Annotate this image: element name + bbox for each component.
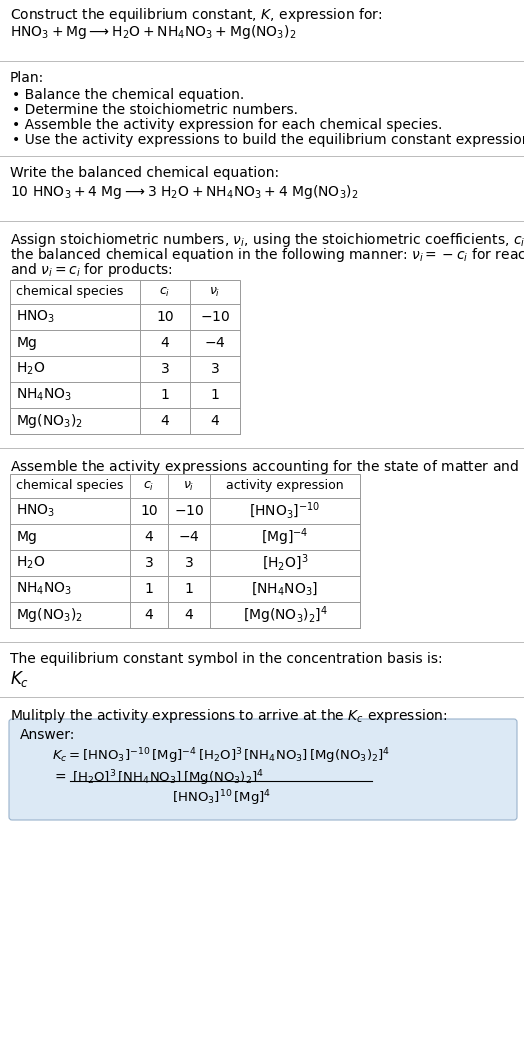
Text: $-4$: $-4$ (204, 336, 226, 350)
Text: Assign stoichiometric numbers, $\nu_i$, using the stoichiometric coefficients, $: Assign stoichiometric numbers, $\nu_i$, … (10, 231, 524, 249)
Text: the balanced chemical equation in the following manner: $\nu_i = -c_i$ for react: the balanced chemical equation in the fo… (10, 246, 524, 264)
Text: 3: 3 (161, 362, 169, 376)
Text: • Assemble the activity expression for each chemical species.: • Assemble the activity expression for e… (12, 118, 442, 132)
Text: $\mathrm{Mg}$: $\mathrm{Mg}$ (16, 529, 38, 545)
Text: Assemble the activity expressions accounting for the state of matter and $\nu_i$: Assemble the activity expressions accoun… (10, 458, 524, 476)
Text: $K_c$: $K_c$ (10, 669, 29, 689)
Text: $\mathrm{HNO_3 + Mg \longrightarrow H_2O + NH_4NO_3 + Mg(NO_3)_2}$: $\mathrm{HNO_3 + Mg \longrightarrow H_2O… (10, 23, 296, 41)
Text: The equilibrium constant symbol in the concentration basis is:: The equilibrium constant symbol in the c… (10, 652, 443, 666)
Text: $[\mathrm{HNO_3}]^{10}\, [\mathrm{Mg}]^4$: $[\mathrm{HNO_3}]^{10}\, [\mathrm{Mg}]^4… (172, 788, 271, 808)
Text: 4: 4 (145, 530, 154, 544)
Text: 1: 1 (145, 582, 154, 596)
Text: $\mathrm{Mg}$: $\mathrm{Mg}$ (16, 334, 38, 352)
Text: $\mathrm{NH_4NO_3}$: $\mathrm{NH_4NO_3}$ (16, 387, 72, 403)
Text: 3: 3 (211, 362, 220, 376)
Text: $-10$: $-10$ (174, 504, 204, 518)
Text: chemical species: chemical species (16, 480, 123, 492)
Text: 4: 4 (161, 414, 169, 428)
Text: Answer:: Answer: (20, 728, 75, 742)
Text: 4: 4 (145, 608, 154, 623)
Text: 4: 4 (161, 336, 169, 350)
Text: • Balance the chemical equation.: • Balance the chemical equation. (12, 88, 244, 102)
Text: $\mathrm{NH_4NO_3}$: $\mathrm{NH_4NO_3}$ (16, 581, 72, 598)
Text: $[\mathrm{Mg}]^{-4}$: $[\mathrm{Mg}]^{-4}$ (261, 526, 309, 548)
Text: Write the balanced chemical equation:: Write the balanced chemical equation: (10, 166, 279, 180)
Text: 10: 10 (140, 504, 158, 518)
Text: $[\mathrm{H_2O}]^3\, [\mathrm{NH_4NO_3}]\, [\mathrm{Mg(NO_3)_2}]^4$: $[\mathrm{H_2O}]^3\, [\mathrm{NH_4NO_3}]… (72, 768, 264, 788)
Text: Plan:: Plan: (10, 71, 44, 85)
Text: $-10$: $-10$ (200, 310, 230, 324)
Text: $\mathrm{H_2O}$: $\mathrm{H_2O}$ (16, 555, 45, 572)
Text: chemical species: chemical species (16, 285, 123, 299)
Text: 1: 1 (184, 582, 193, 596)
Text: $[\mathrm{H_2O}]^3$: $[\mathrm{H_2O}]^3$ (262, 553, 308, 574)
Text: $\mathrm{Mg(NO_3)_2}$: $\mathrm{Mg(NO_3)_2}$ (16, 606, 83, 624)
Text: $\mathrm{Mg(NO_3)_2}$: $\mathrm{Mg(NO_3)_2}$ (16, 412, 83, 430)
Text: $\nu_i$: $\nu_i$ (209, 285, 221, 299)
Text: 10: 10 (156, 310, 174, 324)
Text: 4: 4 (211, 414, 220, 428)
Text: $-4$: $-4$ (178, 530, 200, 544)
Text: $c_i$: $c_i$ (144, 480, 155, 492)
Text: $K_c = [\mathrm{HNO_3}]^{-10}\, [\mathrm{Mg}]^{-4}\, [\mathrm{H_2O}]^3\, [\mathr: $K_c = [\mathrm{HNO_3}]^{-10}\, [\mathrm… (52, 746, 390, 765)
Text: 1: 1 (160, 388, 169, 402)
FancyBboxPatch shape (9, 719, 517, 820)
Bar (10, 280, 240, 434)
Text: $[\mathrm{NH_4NO_3}]$: $[\mathrm{NH_4NO_3}]$ (252, 581, 319, 598)
Text: Construct the equilibrium constant, $K$, expression for:: Construct the equilibrium constant, $K$,… (10, 6, 383, 24)
Text: $\mathrm{H_2O}$: $\mathrm{H_2O}$ (16, 361, 45, 377)
Text: • Determine the stoichiometric numbers.: • Determine the stoichiometric numbers. (12, 103, 298, 117)
Text: $\mathrm{HNO_3}$: $\mathrm{HNO_3}$ (16, 309, 55, 325)
Text: $\nu_i$: $\nu_i$ (183, 480, 195, 492)
Text: 4: 4 (184, 608, 193, 623)
Text: $=$: $=$ (52, 769, 67, 783)
Text: $\mathrm{HNO_3}$: $\mathrm{HNO_3}$ (16, 503, 55, 519)
Bar (10, 474, 360, 628)
Text: $[\mathrm{Mg(NO_3)_2}]^4$: $[\mathrm{Mg(NO_3)_2}]^4$ (243, 604, 328, 626)
Text: $[\mathrm{HNO_3}]^{-10}$: $[\mathrm{HNO_3}]^{-10}$ (249, 501, 321, 522)
Text: Mulitply the activity expressions to arrive at the $K_c$ expression:: Mulitply the activity expressions to arr… (10, 707, 447, 725)
Text: $c_i$: $c_i$ (159, 285, 171, 299)
Text: • Use the activity expressions to build the equilibrium constant expression.: • Use the activity expressions to build … (12, 133, 524, 147)
Text: 1: 1 (211, 388, 220, 402)
Text: $\mathrm{10\ HNO_3 + 4\ Mg \longrightarrow 3\ H_2O + NH_4NO_3 + 4\ Mg(NO_3)_2}$: $\mathrm{10\ HNO_3 + 4\ Mg \longrightarr… (10, 183, 358, 201)
Text: activity expression: activity expression (226, 480, 344, 492)
Text: and $\nu_i = c_i$ for products:: and $\nu_i = c_i$ for products: (10, 261, 173, 279)
Text: 3: 3 (184, 556, 193, 570)
Text: 3: 3 (145, 556, 154, 570)
